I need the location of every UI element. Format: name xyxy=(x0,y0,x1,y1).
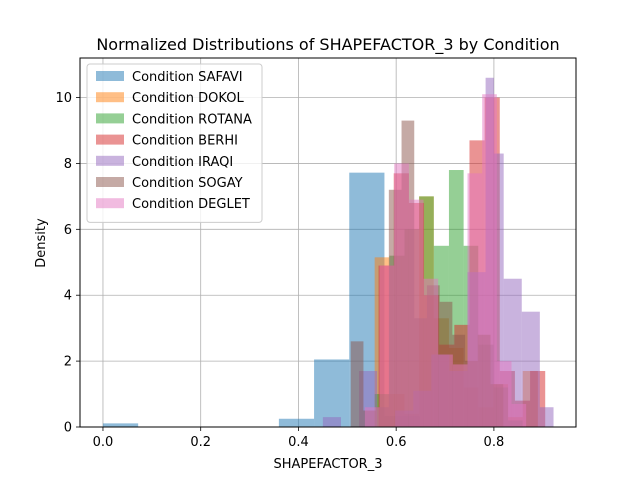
histogram-bar xyxy=(350,341,364,427)
x-tick-label: 0.8 xyxy=(484,435,505,450)
legend-label: Condition SOGAY xyxy=(132,176,243,191)
histogram-bar xyxy=(496,361,512,427)
histogram-bar xyxy=(314,359,350,427)
series-condition-deglet xyxy=(364,94,527,427)
chart-title: Normalized Distributions of SHAPEFACTOR_… xyxy=(96,35,559,55)
y-tick-label: 6 xyxy=(64,223,72,238)
histogram-bar xyxy=(482,94,497,427)
plot-frame xyxy=(79,57,577,428)
legend-swatch xyxy=(96,113,124,124)
histogram-bar xyxy=(467,173,483,427)
histogram-bar xyxy=(521,311,540,427)
legend-swatch xyxy=(96,198,124,209)
legend-label: Condition DOKOL xyxy=(132,91,244,106)
y-axis-label: Density xyxy=(34,218,49,268)
legend-swatch xyxy=(96,71,124,81)
x-tick-label: 0.6 xyxy=(386,435,407,450)
histogram-bar xyxy=(452,364,468,427)
legend-swatch xyxy=(96,134,124,145)
histogram-bar xyxy=(539,407,554,427)
legend-label: Condition DEGLET xyxy=(132,197,250,212)
x-axis-label: SHAPEFACTOR_3 xyxy=(274,457,383,472)
histogram-bar xyxy=(322,417,341,427)
legend-swatch xyxy=(96,92,124,103)
axis-ticks: 0.0 0.2 0.4 0.6 0.8 0 2 4 6 8 10 xyxy=(55,91,504,450)
legend-box xyxy=(86,63,263,223)
histogram-bar xyxy=(364,407,380,427)
histogram-bar xyxy=(438,354,453,427)
y-tick-label: 10 xyxy=(55,91,72,106)
histogram-bar xyxy=(102,423,139,427)
legend-label: Condition SAFAVI xyxy=(132,70,243,85)
y-tick-label: 0 xyxy=(64,421,72,436)
histogram-bar xyxy=(408,199,424,427)
histogram-bar xyxy=(511,403,527,427)
legend-swatch xyxy=(96,155,124,166)
legend-label: Condition BERHI xyxy=(132,134,238,149)
histogram-bar xyxy=(379,265,395,427)
histogram-bars xyxy=(102,77,554,428)
histogram-bar xyxy=(278,418,315,427)
histogram-bar xyxy=(423,278,439,427)
y-tick-label: 2 xyxy=(64,355,72,370)
y-tick-label: 4 xyxy=(64,289,72,304)
legend-label: Condition ROTANA xyxy=(132,112,252,127)
legend-swatch xyxy=(96,177,124,187)
histogram-bar xyxy=(493,153,504,427)
x-tick-label: 0.2 xyxy=(190,435,211,450)
x-tick-label: 0.4 xyxy=(288,435,309,450)
legend: Condition SAFAVI Condition DOKOL Condition… xyxy=(86,63,263,223)
histogram-bar xyxy=(394,163,409,427)
legend-label: Condition IRAQI xyxy=(132,155,233,170)
y-tick-label: 8 xyxy=(64,157,72,172)
x-tick-label: 0.0 xyxy=(93,435,114,450)
